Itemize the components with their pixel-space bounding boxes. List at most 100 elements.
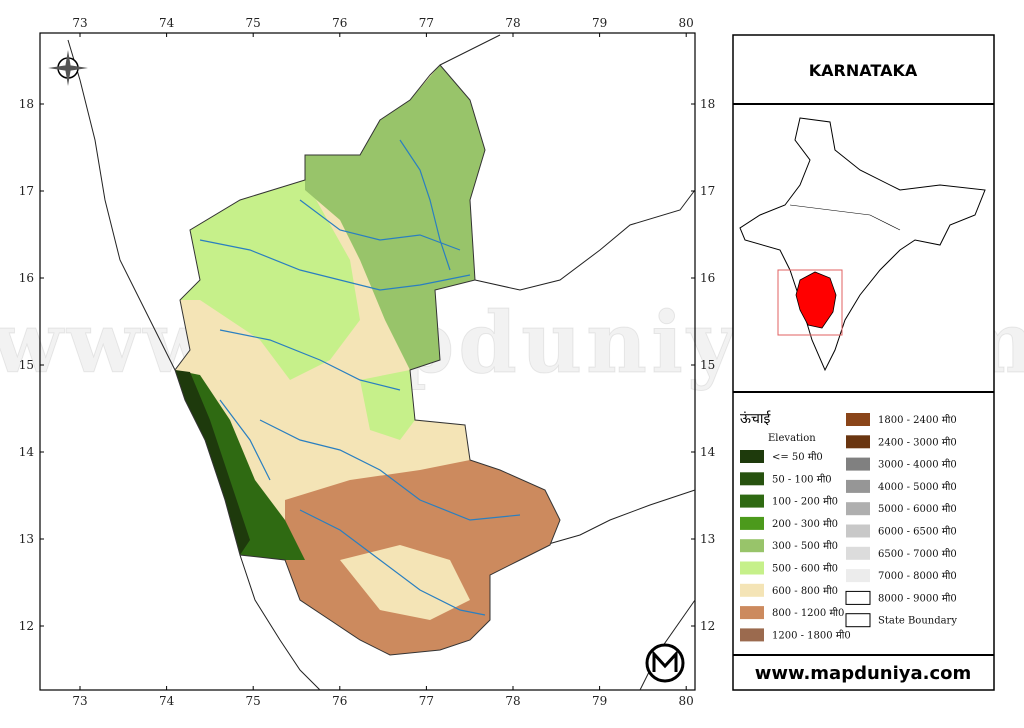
legend-label: 2400 - 3000 मी0 [878, 436, 957, 448]
lon-label-bottom: 77 [419, 694, 434, 708]
legend-label: 6000 - 6500 मी0 [878, 526, 957, 538]
lon-label-top: 74 [159, 16, 175, 30]
graticule-labels: 73 73 74 74 75 75 76 76 77 77 78 78 79 79 80 80 12 12 13 13… [19, 16, 716, 708]
legend-label: 300 - 500 मी0 [772, 540, 838, 552]
legend-swatch [740, 628, 764, 642]
legend-label: 1800 - 2400 मी0 [878, 414, 957, 426]
coast-south [239, 554, 321, 691]
lat-label-left: 16 [19, 271, 34, 285]
highlight-box [777, 269, 843, 336]
river [219, 329, 401, 391]
river [299, 199, 461, 251]
lon-label-top: 77 [419, 16, 434, 30]
karnataka [174, 64, 561, 656]
telangana-boundary [474, 189, 696, 291]
lon-label-bottom: 74 [159, 694, 175, 708]
lat-label-left: 15 [19, 358, 34, 372]
legend-subheading: Elevation [768, 433, 816, 444]
logo-letter [652, 650, 678, 672]
panel-title: KARNATAKA [809, 61, 918, 80]
lat-label-left: 17 [19, 184, 34, 198]
lat-label-left: 18 [19, 97, 34, 111]
legend-label: 600 - 800 मी0 [772, 585, 838, 597]
legend-swatch [846, 569, 870, 583]
lon-label-top: 79 [592, 16, 607, 30]
lat-label-right: 12 [700, 619, 715, 633]
green-zone [305, 65, 485, 370]
legend-label: 7000 - 8000 मी0 [878, 570, 957, 582]
karnataka-highlight [795, 271, 837, 329]
neighbour-boundaries [67, 34, 696, 691]
lon-label-bottom: 79 [592, 694, 607, 708]
lon-label-bottom: 76 [332, 694, 347, 708]
lon-label-bottom: 80 [679, 694, 694, 708]
legend-swatch [740, 494, 764, 508]
lon-label-top: 80 [679, 16, 694, 30]
lat-label-right: 13 [700, 532, 715, 546]
legend-swatch [845, 590, 871, 605]
lat-label-left: 14 [19, 445, 35, 459]
legend-label: 4000 - 5000 मी0 [878, 481, 957, 493]
legend-label: 8000 - 9000 मी0 [878, 592, 957, 604]
legend-swatch [846, 546, 870, 560]
lat-label-right: 16 [700, 271, 715, 285]
india-outline [739, 117, 986, 372]
legend-swatch [846, 435, 870, 449]
legend-swatch [845, 613, 871, 628]
legend-label: 6500 - 7000 मी0 [878, 548, 957, 560]
lon-label-bottom: 78 [505, 694, 520, 708]
state-outline [174, 64, 561, 656]
legend: ऊंचाई Elevation <= 50 मी0 50 - 100 मी0 100 -… [740, 410, 957, 642]
lon-label-top: 75 [246, 16, 261, 30]
legend-swatch [740, 539, 764, 553]
lat-label-right: 15 [700, 358, 715, 372]
legend-label: 200 - 300 मी0 [772, 518, 838, 530]
state-lines [789, 204, 901, 231]
legend-label: State Boundary [878, 616, 957, 627]
legend-swatch [846, 457, 870, 471]
legend-swatch [846, 524, 870, 538]
india-inset [739, 117, 986, 372]
legend-label: 800 - 1200 मी0 [772, 607, 844, 619]
legend-label: 5000 - 6000 मी0 [878, 503, 957, 515]
legend-swatch [846, 413, 870, 426]
legend-swatch [740, 583, 764, 597]
lat-label-left: 12 [19, 619, 34, 633]
river [399, 139, 451, 271]
lat-label-right: 17 [700, 184, 715, 198]
logo-ring [645, 643, 685, 683]
legend-swatch [740, 472, 764, 486]
lon-label-top: 76 [332, 16, 347, 30]
legend-label: 100 - 200 मी0 [772, 496, 838, 508]
lon-label-bottom: 75 [246, 694, 261, 708]
legend-swatch [740, 561, 764, 575]
lon-label-top: 73 [72, 16, 87, 30]
river [259, 419, 521, 521]
legend-swatch [740, 606, 764, 620]
lon-label-bottom: 73 [72, 694, 87, 708]
compass-star [48, 50, 88, 86]
lat-label-right: 18 [700, 97, 715, 111]
lon-label-top: 78 [505, 16, 520, 30]
legend-heading: ऊंचाई [740, 410, 772, 427]
plateau-patch [340, 545, 470, 620]
legend-label: 3000 - 4000 मी0 [878, 459, 957, 471]
lat-label-right: 14 [700, 445, 716, 459]
legend-label: 500 - 600 मी0 [772, 563, 838, 575]
light-green-zone-2 [360, 370, 415, 440]
river [299, 509, 486, 616]
legend-label: 50 - 100 मी0 [772, 473, 832, 485]
andhra-boundary [544, 489, 696, 546]
compass [48, 50, 88, 86]
legend-label: 1200 - 1800 मी0 [772, 629, 851, 641]
lat-label-left: 13 [19, 532, 34, 546]
light-green-zone [180, 180, 360, 380]
logo [645, 643, 685, 683]
river [199, 239, 471, 291]
footer-website: www.mapduniya.com [755, 663, 972, 684]
legend-label: <= 50 मी0 [772, 451, 823, 463]
legend-swatch [846, 479, 870, 493]
legend-swatch [740, 450, 764, 463]
